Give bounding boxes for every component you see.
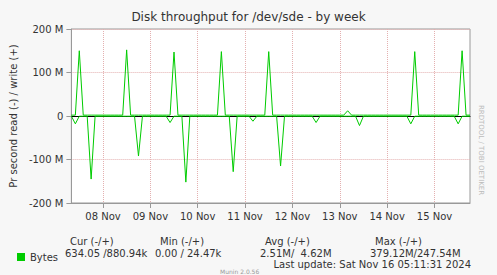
svg-text:14 Nov: 14 Nov (369, 211, 405, 222)
svg-text:Avg (-/+): Avg (-/+) (265, 236, 310, 247)
svg-text:Min (-/+): Min (-/+) (160, 236, 204, 247)
svg-text:Bytes: Bytes (30, 252, 58, 263)
svg-text:Munin 2.0.56: Munin 2.0.56 (220, 268, 259, 275)
svg-text:0.00 / 24.47k: 0.00 / 24.47k (155, 248, 222, 259)
svg-text:Cur (-/+): Cur (-/+) (70, 236, 114, 247)
svg-text:0: 0 (57, 111, 63, 122)
svg-text:379.12M/247.54M: 379.12M/247.54M (370, 248, 461, 259)
svg-text:634.05 /880.94k: 634.05 /880.94k (65, 248, 148, 259)
svg-text:10 Nov: 10 Nov (180, 211, 216, 222)
svg-text:15 Nov: 15 Nov (417, 211, 453, 222)
svg-text:100 M: 100 M (32, 67, 63, 78)
svg-text:11 Nov: 11 Nov (227, 211, 263, 222)
svg-text:09 Nov: 09 Nov (133, 211, 169, 222)
svg-text:Pr second read (-) / write (+): Pr second read (-) / write (+) (8, 44, 19, 187)
svg-text:Disk throughput for /dev/sde -: Disk throughput for /dev/sde - by week (131, 10, 365, 24)
svg-text:Last update: Sat Nov 16 05:11:: Last update: Sat Nov 16 05:11:31 2024 (273, 259, 471, 270)
svg-text:-200 M: -200 M (29, 198, 64, 209)
svg-text:08 Nov: 08 Nov (85, 211, 121, 222)
svg-text:Max (-/+): Max (-/+) (375, 236, 422, 247)
svg-text:200 M: 200 M (32, 24, 63, 35)
svg-text:12 Nov: 12 Nov (275, 211, 311, 222)
svg-text:2.51M/ 4.62M: 2.51M/ 4.62M (260, 248, 332, 259)
svg-text:-100 M: -100 M (29, 154, 64, 165)
svg-text:RRDTOOL / TOBI OETIKER: RRDTOOL / TOBI OETIKER (477, 105, 485, 195)
svg-text:13 Nov: 13 Nov (322, 211, 358, 222)
